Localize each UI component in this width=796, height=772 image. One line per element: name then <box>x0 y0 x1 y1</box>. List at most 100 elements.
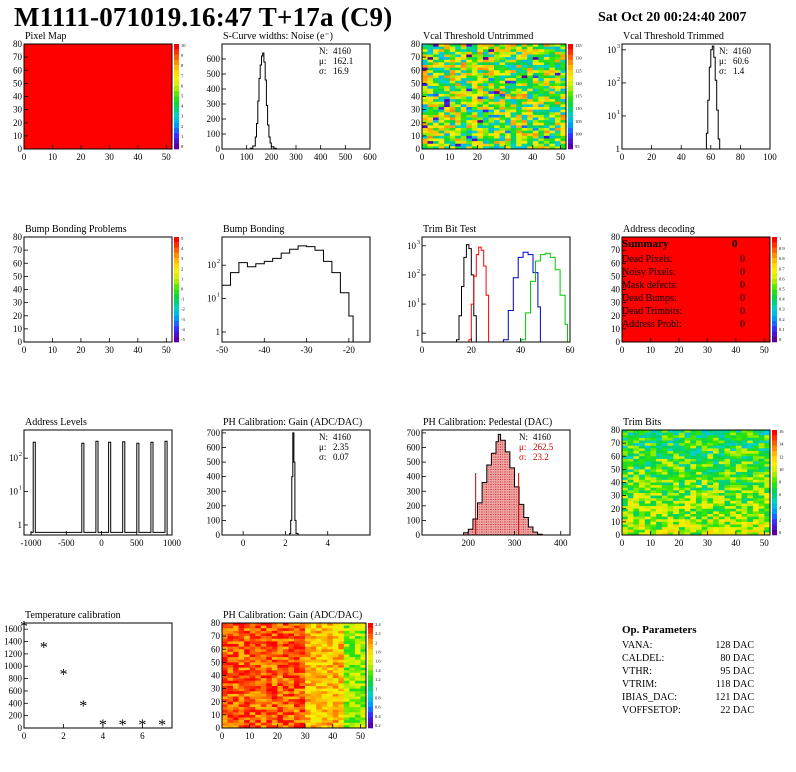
colorbar-segment <box>772 315 777 322</box>
heatmap-cell <box>741 443 748 447</box>
heatmap-cell <box>667 443 674 447</box>
x-tick-label: 20 <box>467 345 477 355</box>
heatmap-cell <box>433 88 439 92</box>
heatmap-cell <box>271 725 278 729</box>
heatmap-cell <box>764 490 771 494</box>
heatmap-cell <box>343 699 350 703</box>
heatmap-cell <box>488 49 495 53</box>
heatmap-cell <box>438 46 445 50</box>
heatmap-cell <box>718 482 725 486</box>
heatmap-cell <box>735 500 742 504</box>
heatmap-cell <box>260 636 267 640</box>
colorbar-segment <box>174 294 179 301</box>
colorbar-segment <box>772 310 777 317</box>
heatmap-cell <box>696 508 702 512</box>
y-tick-label: 50 <box>13 271 23 281</box>
heatmap-cell <box>455 128 462 131</box>
heatmap-cell <box>354 654 361 658</box>
heatmap-cell <box>549 141 556 145</box>
summary-value: 0 <box>740 306 745 317</box>
heatmap-cell <box>650 456 657 460</box>
heatmap-cell <box>427 49 434 53</box>
heatmap-cell <box>650 474 657 478</box>
colorbar-tick-label: 0.7 <box>779 266 785 271</box>
heatmap-cell <box>305 691 311 695</box>
heatmap-cell <box>718 521 725 525</box>
heatmap-cell <box>627 453 634 457</box>
scatter-point: * <box>119 717 127 734</box>
colorbar-segment <box>174 91 179 97</box>
heatmap-cell <box>684 437 691 441</box>
heatmap-cell <box>471 125 478 129</box>
heatmap-cell <box>260 712 267 716</box>
heatmap-cell <box>752 458 759 462</box>
heatmap-cell <box>466 70 473 74</box>
heatmap-cell <box>707 514 714 517</box>
heatmap-cell <box>543 72 550 76</box>
heatmap-cell <box>554 138 561 142</box>
heatmap-cell <box>707 498 714 502</box>
heatmap-cell <box>510 49 517 53</box>
heatmap-cell <box>758 485 765 489</box>
heatmap-cell <box>471 117 478 121</box>
heatmap-cell <box>543 44 550 47</box>
heatmap-cell <box>527 96 534 100</box>
heatmap-cell <box>277 672 284 676</box>
heatmap-cell <box>718 477 725 481</box>
heatmap-cell <box>701 464 708 468</box>
heatmap-cell <box>543 135 550 139</box>
heatmap-cell <box>488 78 495 82</box>
heatmap-cell <box>482 67 489 71</box>
heatmap-cell <box>338 680 345 684</box>
heatmap-cell <box>360 701 367 705</box>
heatmap-cell <box>696 485 702 489</box>
heatmap-cell <box>360 638 367 642</box>
heatmap-cell <box>222 699 228 703</box>
heatmap-cell <box>532 67 539 71</box>
heatmap-cell <box>713 474 720 478</box>
heatmap-cell <box>673 477 680 481</box>
heatmap-cell <box>678 458 685 462</box>
colorbar-segment <box>174 70 179 76</box>
heatmap-cell <box>724 443 731 447</box>
heatmap-cell <box>627 495 634 499</box>
heatmap-cell <box>741 493 748 496</box>
x-tick-label: 40 <box>677 152 687 162</box>
heatmap-cell <box>718 519 725 523</box>
heatmap-cell <box>633 456 640 460</box>
heatmap-cell <box>433 65 439 68</box>
heatmap-cell <box>690 464 697 468</box>
x-tick-label: 50 <box>760 538 770 548</box>
heatmap-cell <box>427 125 434 129</box>
heatmap-cell <box>338 709 345 713</box>
heatmap-cell <box>455 101 462 105</box>
heatmap-cell <box>690 458 697 462</box>
heatmap-cell <box>438 112 445 116</box>
heatmap-cell <box>477 114 484 118</box>
heatmap-cell <box>449 65 456 68</box>
heatmap-cell <box>327 683 334 687</box>
heatmap-cell <box>266 633 273 637</box>
heatmap-cell <box>294 633 300 637</box>
heatmap-cell <box>701 461 708 465</box>
heatmap-cell <box>277 646 284 650</box>
heatmap-cell <box>299 683 306 687</box>
heatmap-cell <box>422 143 428 147</box>
plot-frame <box>23 236 173 343</box>
heatmap-cell <box>449 107 456 110</box>
heatmap-cell <box>730 440 737 444</box>
heatmap-cell <box>260 722 267 726</box>
heatmap-cell <box>747 464 754 468</box>
heatmap-cell <box>460 44 467 47</box>
heatmap-cell <box>532 83 539 87</box>
x-tick-label: 10 <box>646 345 656 355</box>
heatmap-cell <box>622 477 628 481</box>
heatmap-cell <box>277 714 284 718</box>
heatmap-cell <box>294 709 300 713</box>
colorbar-segment <box>772 263 777 269</box>
heatmap-cell <box>249 623 256 626</box>
heatmap-cell <box>277 707 284 710</box>
colorbar-tick-label: 3 <box>181 114 184 119</box>
heatmap-cell <box>444 146 450 150</box>
